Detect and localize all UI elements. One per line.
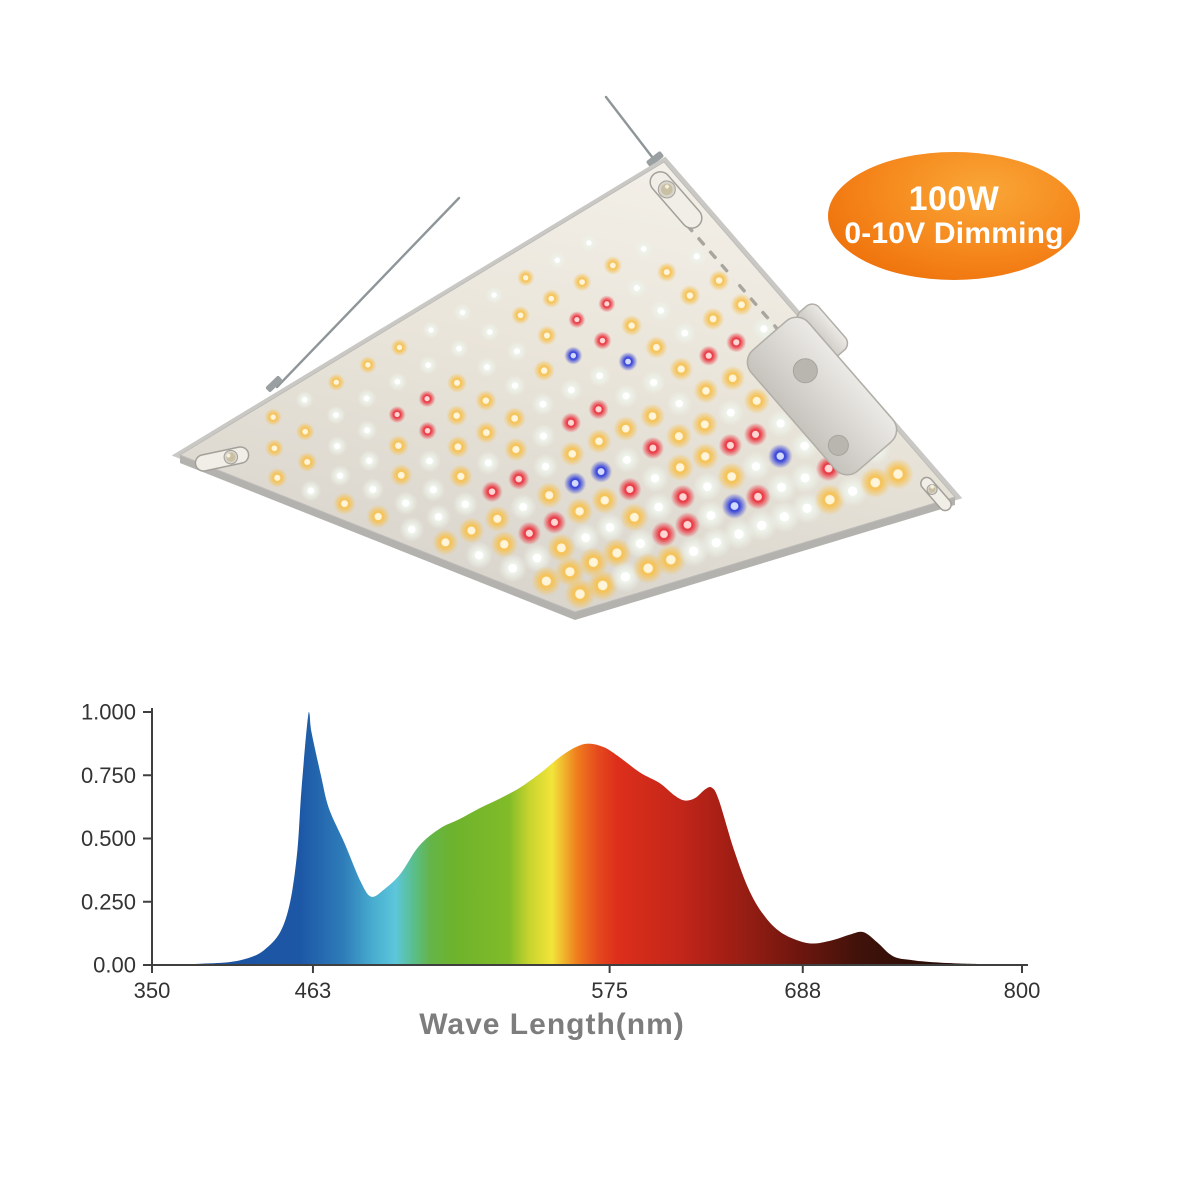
x-tick-label: 800 [1004, 978, 1041, 1003]
x-tick-label: 575 [591, 978, 628, 1003]
driver-box [746, 303, 898, 476]
spectrum-area [152, 712, 1022, 965]
power-badge: 100W 0-10V Dimming [828, 152, 1080, 280]
y-tick-label: 0.250 [81, 889, 136, 914]
y-tick-label: 1.000 [81, 700, 136, 725]
y-tick-label: 0.750 [81, 763, 136, 788]
corner-bracket-top [649, 171, 703, 229]
led-array [264, 234, 914, 610]
y-tick-label: 0.00 [93, 953, 136, 978]
y-tick-label: 0.500 [81, 826, 136, 851]
corner-bracket-left [194, 446, 250, 472]
x-tick-label: 350 [134, 978, 171, 1003]
x-tick-label: 688 [784, 978, 821, 1003]
badge-dimming-label: 0-10V Dimming [844, 217, 1064, 251]
badge-wattage-label: 100W [908, 179, 1000, 218]
hanging-wire-left [275, 196, 461, 389]
corner-bracket-right [920, 476, 952, 512]
x-tick-label: 463 [295, 978, 332, 1003]
hanging-wire-top [604, 95, 661, 168]
hanging-wires [265, 95, 664, 392]
grow-light-photo [171, 95, 963, 620]
spectrum-chart: 0.00 0.250 0.500 0.750 1.000 350 463 575 688 800 [81, 700, 1041, 1003]
chart-x-axis-title: Wave Length(nm) [419, 1008, 685, 1041]
